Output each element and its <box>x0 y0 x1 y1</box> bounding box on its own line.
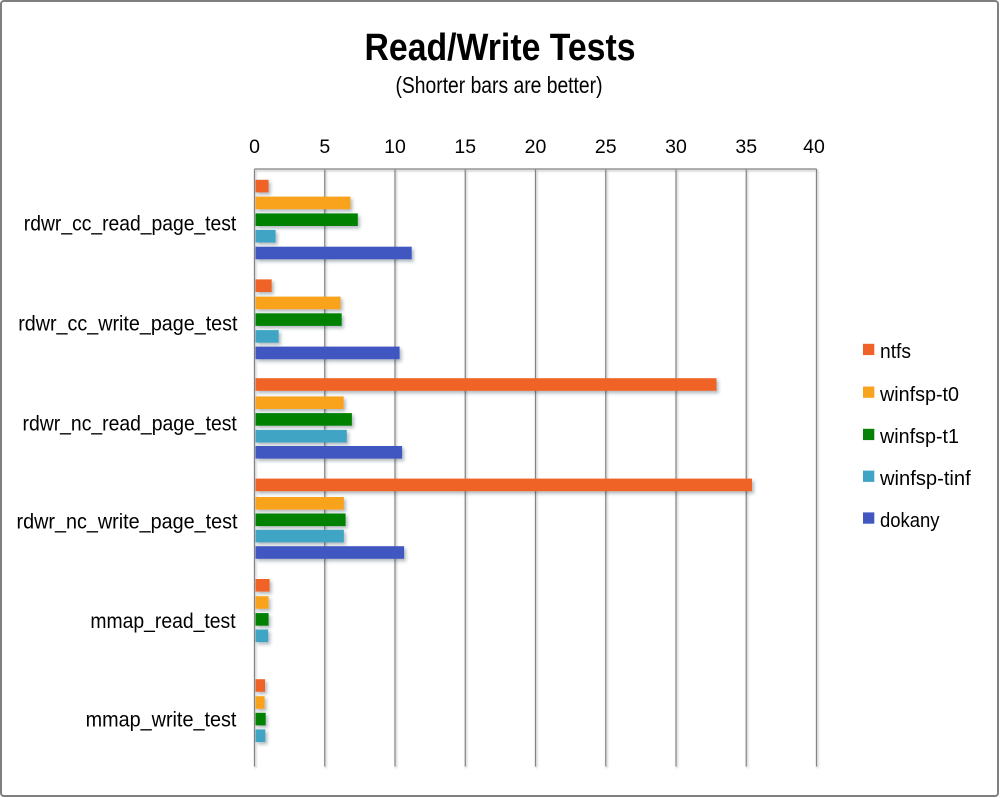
svg-text:rdwr_nc_write_page_test: rdwr_nc_write_page_test <box>17 511 238 534</box>
svg-text:rdwr_nc_read_page_test: rdwr_nc_read_page_test <box>23 413 237 436</box>
svg-text:mmap_read_test: mmap_read_test <box>90 610 235 633</box>
svg-text:winfsp-tinf: winfsp-tinf <box>879 468 971 490</box>
svg-text:mmap_write_test: mmap_write_test <box>86 709 237 732</box>
svg-text:0: 0 <box>249 136 260 158</box>
svg-text:rdwr_cc_write_page_test: rdwr_cc_write_page_test <box>18 313 237 336</box>
svg-text:25: 25 <box>595 136 617 158</box>
svg-text:15: 15 <box>454 136 476 158</box>
svg-text:20: 20 <box>525 136 547 158</box>
svg-text:5: 5 <box>319 136 330 158</box>
svg-text:winfsp-t1: winfsp-t1 <box>879 426 959 448</box>
svg-text:dokany: dokany <box>880 510 940 532</box>
svg-text:10: 10 <box>384 136 406 158</box>
svg-text:rdwr_cc_read_page_test: rdwr_cc_read_page_test <box>24 213 237 236</box>
svg-text:winfsp-t0: winfsp-t0 <box>879 384 959 406</box>
svg-text:(Shorter bars are better): (Shorter bars are better) <box>396 72 603 98</box>
svg-text:Read/Write Tests: Read/Write Tests <box>365 26 636 69</box>
svg-text:30: 30 <box>665 136 687 158</box>
svg-text:ntfs: ntfs <box>880 341 911 363</box>
svg-text:35: 35 <box>735 136 757 158</box>
svg-text:40: 40 <box>803 136 825 158</box>
